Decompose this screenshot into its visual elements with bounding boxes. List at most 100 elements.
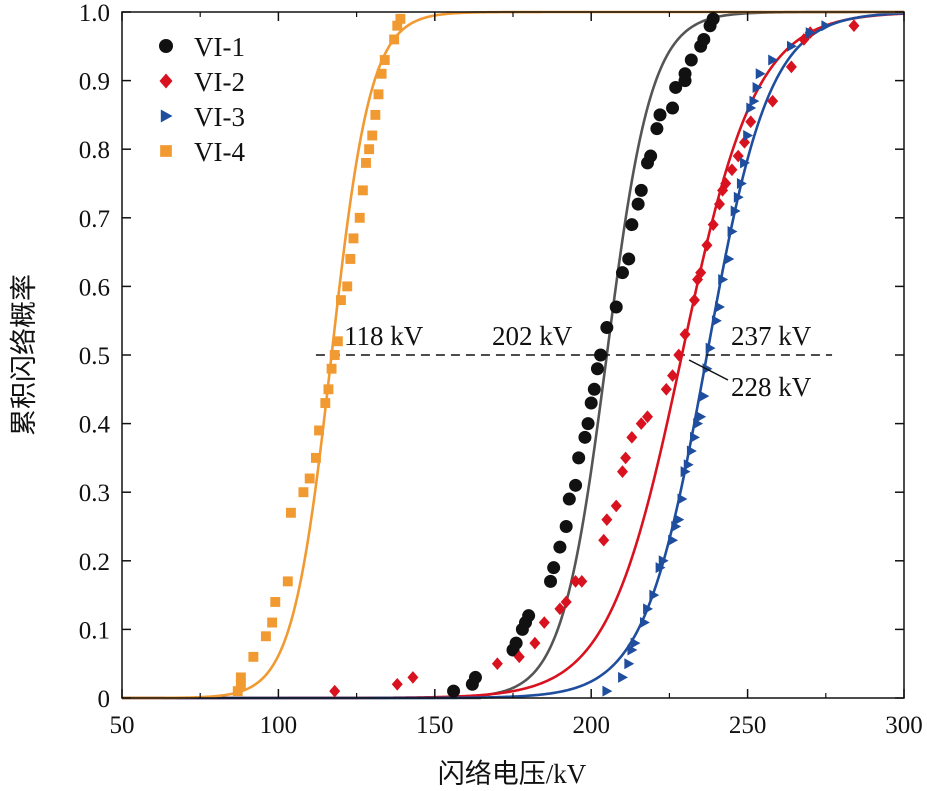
data-point-vi-1 [547, 561, 561, 575]
data-point-vi-4 [348, 233, 359, 244]
data-point-vi-3 [733, 191, 744, 203]
data-point-vi-1 [609, 300, 623, 314]
data-point-vi-2 [407, 671, 419, 684]
data-point-vi-1 [615, 266, 629, 280]
data-point-vi-4 [361, 157, 371, 168]
data-point-vi-1 [581, 417, 595, 431]
data-point-vi-4 [373, 89, 384, 100]
data-point-vi-1 [669, 80, 683, 94]
data-point-vi-4 [379, 55, 390, 65]
data-point-vi-2 [713, 197, 725, 211]
data-point-vi-4 [367, 130, 378, 141]
data-point-vi-3 [693, 418, 704, 430]
data-point-vi-3 [755, 68, 766, 80]
data-point-vi-3 [686, 445, 697, 457]
legend-label-vi-4: VI-4 [194, 137, 245, 167]
data-point-vi-4 [260, 631, 271, 642]
data-point-vi-3 [727, 226, 738, 238]
data-point-vi-3 [649, 589, 660, 601]
axes: 50 100 150 200 250 300 0 0.1 0.2 0.3 0.4 0.5 0.6 0.7 0… [79, 0, 923, 739]
data-point-vi-2 [616, 465, 628, 478]
data-point-vi-2 [848, 19, 860, 33]
data-point-vi-4 [310, 452, 321, 463]
data-point-vi-2 [576, 575, 588, 588]
y-tick-label: 0.1 [79, 617, 110, 644]
data-point-vi-3 [699, 390, 710, 402]
data-point-vi-2 [554, 602, 566, 616]
data-point-vi-1 [634, 183, 648, 197]
data-point-vi-1 [590, 362, 604, 376]
y-tick-label: 0.6 [79, 274, 110, 301]
annotations: 118 kV 202 kV 237 kV 228 kV [344, 321, 812, 402]
x-tick-label: 250 [729, 712, 767, 739]
data-point-vi-2 [667, 369, 679, 382]
data-point-vi-1 [625, 218, 639, 232]
x-tick-label: 100 [260, 712, 298, 739]
y-tick-label: 0.5 [79, 343, 110, 370]
data-point-vi-4 [364, 144, 375, 155]
data-point-vi-2 [726, 163, 738, 177]
annotation-228kv: 228 kV [731, 372, 812, 402]
data-point-vi-3 [639, 617, 650, 629]
data-point-vi-1 [653, 108, 667, 122]
data-point-vi-4 [336, 295, 346, 306]
data-point-vi-1 [622, 252, 636, 266]
data-point-vi-1 [584, 396, 598, 410]
legend-label-vi-2: VI-2 [194, 67, 245, 97]
data-point-vi-4 [298, 487, 309, 498]
data-point-vi-1 [594, 348, 608, 362]
data-points [232, 12, 860, 698]
data-point-vi-3 [630, 637, 641, 649]
annotation-237kv: 237 kV [731, 321, 812, 351]
x-tick-label: 50 [110, 712, 135, 739]
data-point-vi-1 [587, 382, 601, 396]
legend-label-vi-3: VI-3 [194, 102, 245, 132]
y-tick-label: 0.9 [79, 69, 110, 96]
y-tick-label: 0.7 [79, 206, 110, 233]
data-point-vi-2 [745, 115, 757, 129]
data-point-vi-3 [624, 658, 635, 670]
data-point-vi-4 [345, 254, 356, 264]
data-point-vi-3 [718, 274, 729, 286]
data-point-vi-3 [715, 301, 725, 313]
data-point-vi-4 [332, 336, 343, 347]
x-tick-label: 200 [572, 712, 610, 739]
data-point-vi-2 [642, 410, 654, 424]
data-point-vi-2 [785, 60, 797, 74]
data-point-vi-4 [370, 109, 381, 120]
data-point-vi-1 [631, 197, 645, 211]
x-tick-label: 300 [885, 712, 923, 739]
data-point-vi-2 [738, 136, 750, 149]
data-point-vi-2 [329, 684, 341, 698]
data-point-vi-4 [235, 679, 246, 690]
data-point-vi-2 [598, 533, 610, 547]
data-point-vi-3 [768, 54, 779, 66]
data-point-vi-2 [688, 293, 700, 307]
data-point-vi-4 [248, 651, 259, 662]
data-point-vi-1 [666, 101, 680, 115]
data-point-vi-4 [323, 384, 334, 395]
y-tick-label: 1.0 [79, 0, 110, 27]
data-point-vi-3 [805, 27, 816, 39]
data-point-vi-3 [674, 514, 685, 526]
data-point-vi-2 [695, 266, 707, 280]
data-point-vi-2 [610, 499, 622, 513]
annotation-228kv-leader [688, 359, 729, 381]
data-point-vi-4 [389, 34, 400, 45]
data-point-vi-2 [570, 575, 582, 588]
data-point-vi-4 [267, 617, 278, 628]
data-point-vi-3 [736, 178, 747, 189]
legend-marker-vi-4 [160, 145, 172, 157]
data-point-vi-1 [522, 609, 536, 623]
data-point-vi-3 [690, 431, 700, 443]
data-point-vi-4 [282, 576, 293, 587]
data-point-vi-2 [529, 636, 541, 650]
data-point-vi-4 [314, 425, 325, 436]
data-point-vi-3 [627, 644, 638, 656]
data-point-vi-2 [701, 238, 713, 252]
data-point-vi-2 [732, 149, 744, 163]
data-point-vi-2 [673, 348, 685, 362]
y-tick-label: 0.3 [79, 480, 110, 507]
data-point-vi-2 [707, 218, 719, 231]
